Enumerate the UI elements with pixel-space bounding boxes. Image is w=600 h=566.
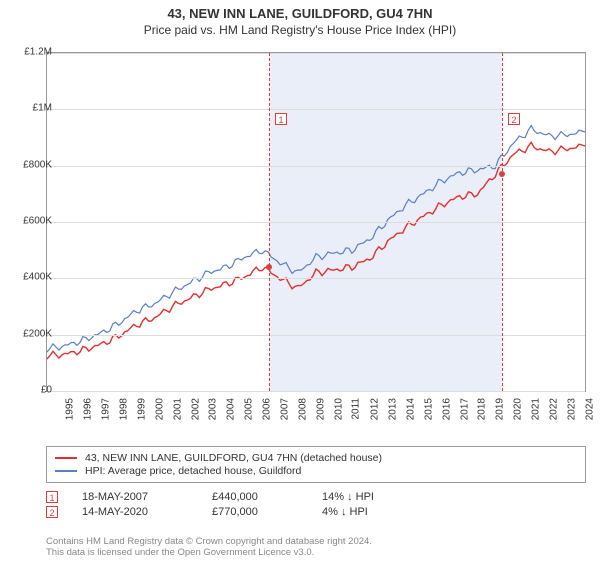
legend-swatch (55, 457, 77, 459)
chart-subtitle: Price paid vs. HM Land Registry's House … (0, 23, 600, 37)
sale-price: £770,000 (212, 506, 322, 518)
footer-line-2: This data is licensed under the Open Gov… (46, 547, 372, 558)
x-axis-label: 2003 (208, 398, 219, 420)
sale-diff: 4% ↓ HPI (322, 506, 368, 518)
x-axis-label: 2021 (531, 398, 542, 420)
gridline (47, 222, 585, 223)
x-axis-label: 2019 (495, 398, 506, 420)
sale-marker: 2 (46, 506, 58, 518)
marker-guideline (502, 53, 503, 391)
x-axis-label: 2014 (405, 398, 416, 420)
x-axis-label: 2018 (477, 398, 488, 420)
sale-price: £440,000 (212, 491, 322, 503)
sales-table: 1 18-MAY-2007£440,00014% ↓ HPI 2 14-MAY-202… (46, 488, 586, 521)
gridline (47, 278, 585, 279)
legend-swatch (55, 470, 77, 472)
x-axis-label: 2013 (387, 398, 398, 420)
x-axis-label: 2012 (369, 398, 380, 420)
marker-label: 2 (508, 113, 520, 125)
x-axis-label: 2008 (297, 398, 308, 420)
x-axis-label: 1995 (64, 398, 75, 420)
x-axis-label: 2011 (350, 398, 361, 420)
x-axis-label: 1999 (136, 398, 147, 420)
legend-item: HPI: Average price, detached house, Guil… (55, 465, 577, 477)
y-axis-label: £200K (23, 328, 52, 339)
gridline (47, 53, 585, 54)
x-axis-label: 1997 (100, 398, 111, 420)
x-axis-label: 2015 (423, 398, 434, 420)
gridline (47, 166, 585, 167)
chart-title: 43, NEW INN LANE, GUILDFORD, GU4 7HN (0, 6, 600, 21)
x-axis-label: 2024 (584, 398, 595, 420)
gridline (47, 335, 585, 336)
chart-plot-area: 12 (46, 52, 586, 392)
marker-label: 1 (275, 113, 287, 125)
x-axis-label: 2002 (190, 398, 201, 420)
sale-diff: 14% ↓ HPI (322, 491, 374, 503)
legend-text: HPI: Average price, detached house, Guil… (85, 465, 301, 477)
y-axis-label: £400K (23, 272, 52, 283)
x-axis-label: 2001 (172, 398, 183, 420)
sale-row: 1 18-MAY-2007£440,00014% ↓ HPI (46, 491, 586, 503)
x-axis-label: 2020 (513, 398, 524, 420)
x-axis-label: 2009 (315, 398, 326, 420)
x-axis-label: 2023 (566, 398, 577, 420)
gridline (47, 109, 585, 110)
x-axis-label: 2000 (154, 398, 165, 420)
y-axis-label: £800K (23, 159, 52, 170)
marker-dot (266, 264, 272, 270)
x-axis-label: 1998 (118, 398, 129, 420)
x-axis-label: 2007 (279, 398, 290, 420)
y-axis-label: £1.2M (24, 47, 52, 58)
y-axis-label: £0 (41, 385, 52, 396)
x-axis-label: 2010 (333, 398, 344, 420)
x-axis-label: 2005 (244, 398, 255, 420)
legend-item: 43, NEW INN LANE, GUILDFORD, GU4 7HN (de… (55, 452, 577, 464)
series-line (47, 126, 585, 353)
sale-date: 18-MAY-2007 (82, 491, 212, 503)
sale-marker: 1 (46, 491, 58, 503)
x-axis-label: 2016 (441, 398, 452, 420)
footer-line-1: Contains HM Land Registry data © Crown c… (46, 536, 372, 547)
sale-date: 14-MAY-2020 (82, 506, 212, 518)
y-axis-label: £1M (33, 103, 52, 114)
x-axis-label: 2022 (548, 398, 559, 420)
x-axis-label: 2006 (262, 398, 273, 420)
y-axis-label: £600K (23, 216, 52, 227)
gridline (47, 391, 585, 392)
x-axis-label: 1996 (82, 398, 93, 420)
marker-dot (499, 171, 505, 177)
legend-text: 43, NEW INN LANE, GUILDFORD, GU4 7HN (de… (85, 452, 382, 464)
legend-box: 43, NEW INN LANE, GUILDFORD, GU4 7HN (de… (46, 446, 586, 483)
footer-attribution: Contains HM Land Registry data © Crown c… (46, 536, 372, 559)
marker-guideline (269, 53, 270, 391)
sale-row: 2 14-MAY-2020£770,0004% ↓ HPI (46, 506, 586, 518)
x-axis-label: 2017 (459, 398, 470, 420)
x-axis-label: 2004 (226, 398, 237, 420)
